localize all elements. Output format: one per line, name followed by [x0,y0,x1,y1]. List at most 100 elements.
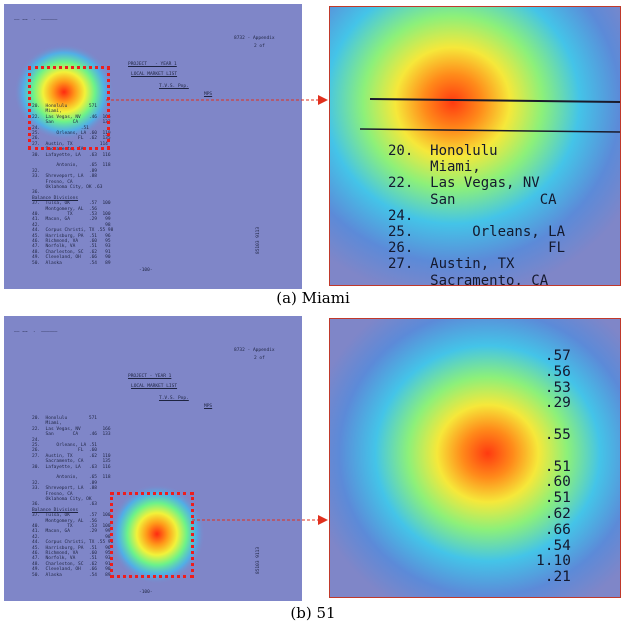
document-row: 22. Las Vegas, NV 166 [32,426,111,432]
zoom-line: 1.10 [536,553,571,570]
zoom-line [536,412,571,428]
zoom-line [536,444,571,460]
document-row: 45. Harrisburg, PA .51 96 [32,545,111,551]
zoom-line: .55 [544,426,571,443]
panel-b-zoom: .57.56.53.29 .55 .51.60.51.62.66.54 1.10.… [329,318,621,598]
zoom-line: .29 [544,395,571,412]
document-row: 33. Shreveport, LA .88 [32,486,98,492]
document-row: Balance Divisions [32,195,79,201]
zoom-line: .57 [544,348,571,364]
document-row: Fresno, CA [32,491,73,497]
document-row: 40. TX .53 100 [32,212,111,217]
header-sub: 2 of [254,356,265,361]
document-row: 41. Macon, GA .29 99 [32,217,111,223]
document-row: 36. .63 [32,502,98,508]
document-row: San CA .46 133 [32,432,111,438]
document-row: 44. Corpus Christi, TX .55 98 [32,228,114,234]
col-header-pop: T.V.S. Pop. [159,84,189,89]
zoom-line: .51 [544,458,571,475]
document-row: 48. Charleston, SC .62 91 [32,561,111,567]
panel-a-highlight-box [28,66,110,150]
panel-a-zoom-text: 20. Honolulu Miami, 22. Las Vegas, NV San… [388,143,566,286]
document-row: 37. Tulsa, OK .57 100 [32,201,111,207]
document-row: Antonio, .65 118 [32,163,111,169]
zoom-line: .54 [544,537,571,554]
project-title: PROJECT - YEAR 1 [128,374,172,379]
document-row: 33. Shreveport, LA .88 [32,174,98,180]
document-row: 50. Alaska .54 89 [32,572,111,578]
zoom-line: San CA [388,191,557,208]
panel-a-zoom: 20. Honolulu Miami, 22. Las Vegas, NV San… [329,6,621,286]
zoom-line: Sacramento, CA [388,272,549,286]
document-row: 48. Charleston, SC .62 91 [32,249,111,255]
list-title: LOCAL MARKET LIST [131,384,178,389]
document-row: 47. Norfolk, VA .51 93 [32,244,111,250]
document-row: 49. Cleveland, OH .66 90 [32,567,111,573]
document-row: 37. Tulsa, OK .57 100 [32,513,111,519]
document-row: Montgomery, AL .56 [32,518,98,524]
panel-b-zoom-heatmap [330,319,620,597]
panel-b-heatmap [109,484,205,584]
document-row: 42. 98 [32,534,111,540]
header-sub: 2 of [254,44,265,49]
document-row: 25. Orleans, LA .60 110 [32,131,111,136]
panel-b-zoom-text: .57.56.53.29 .55 .51.60.51.62.66.54 1.10.… [536,348,571,586]
zoom-line: .51 [544,490,571,507]
document-row: 24. .51 [32,125,89,131]
document-row: 22. Las Vegas, NV .46 166 [32,114,111,120]
col-header-mps: MPS [204,92,213,97]
document-row: Sacramento, CA 135 [32,459,111,465]
document-row: 46. Richmond, VA .60 95 [32,551,111,556]
document-row: Oklahoma City, OK .63 [32,185,103,190]
document-row: 42. 98 [32,222,111,228]
page-footer: -100- [139,268,153,273]
zoom-line: .62 [544,505,571,522]
caption-a: (a) Miami [276,289,350,307]
zoom-line: 26. FL [388,240,566,257]
document-row: Fresno, CA [32,179,73,185]
side-stamp: 85103 9113 [256,226,261,254]
side-stamp: 85103 9113 [256,546,261,574]
document-row: 46. Richmond, VA .60 95 [32,239,111,244]
document-row: San CA 133 [32,120,111,126]
zoom-line: .21 [544,569,571,586]
zoom-line: .66 [544,521,571,538]
page-footer: -100- [139,590,153,595]
document-row: 47. Norfolk, VA .51 93 [32,556,111,562]
zoom-line: 24. [388,207,414,224]
panel-b-highlight-box [110,492,194,578]
zoom-line: .56 [544,363,571,380]
document-row: 32. .89 [32,168,98,174]
zoom-line: Miami, [388,159,481,176]
col-header-pop: T.V.S. Pop. [159,396,189,401]
document-row: 20. Honolulu 571 [32,104,98,109]
document-row: Miami, [32,109,62,115]
panel-b-thumbnail: —— ~~ - —————— 8732 - Appendix 2 of PROJ… [4,316,302,601]
document-row: 30. Lafayette, LA .63 116 [32,464,111,470]
document-row: 27. Austin, TX 114 [32,141,108,147]
document-row: 24. [32,437,41,443]
document-row: 30. Lafayette, LA .63 116 [32,152,111,158]
zoom-line: .60 [544,474,571,491]
document-row: 20. Honolulu 571 [32,416,98,421]
document-row: 45. Harrisburg, PA .51 96 [32,233,111,239]
document-row: Antonio, .65 118 [32,475,111,481]
document-row: Oklahoma City, OK [32,497,92,502]
header-right: 8732 - Appendix [234,36,275,41]
document-row: 27. Austin, TX .62 110 [32,453,111,459]
zoom-line: 25. Orleans, LA [388,224,566,241]
panel-a-thumbnail: —— ~~ - —————— 8732 - Appendix 2 of PROJ… [4,4,302,289]
document-row: 25. Orleans, LA .51 [32,443,98,448]
document-row: Miami, [32,421,62,427]
document-row: 41. Macon, GA .29 99 [32,529,111,535]
panel-a-zoom-heatmap [330,7,620,285]
list-title: LOCAL MARKET LIST [131,72,178,77]
panel-a-arrow [106,95,328,105]
zoom-line: 22. Las Vegas, NV [388,175,540,192]
zoom-line: .53 [544,379,571,396]
caption-b: (b) 51 [290,604,336,622]
document-row: Balance Divisions [32,507,79,513]
document-row: 40. TX .53 100 [32,524,111,529]
zoom-line: 27. Austin, TX [388,256,515,273]
document-row: Montgomery, AL .56 [32,206,98,212]
